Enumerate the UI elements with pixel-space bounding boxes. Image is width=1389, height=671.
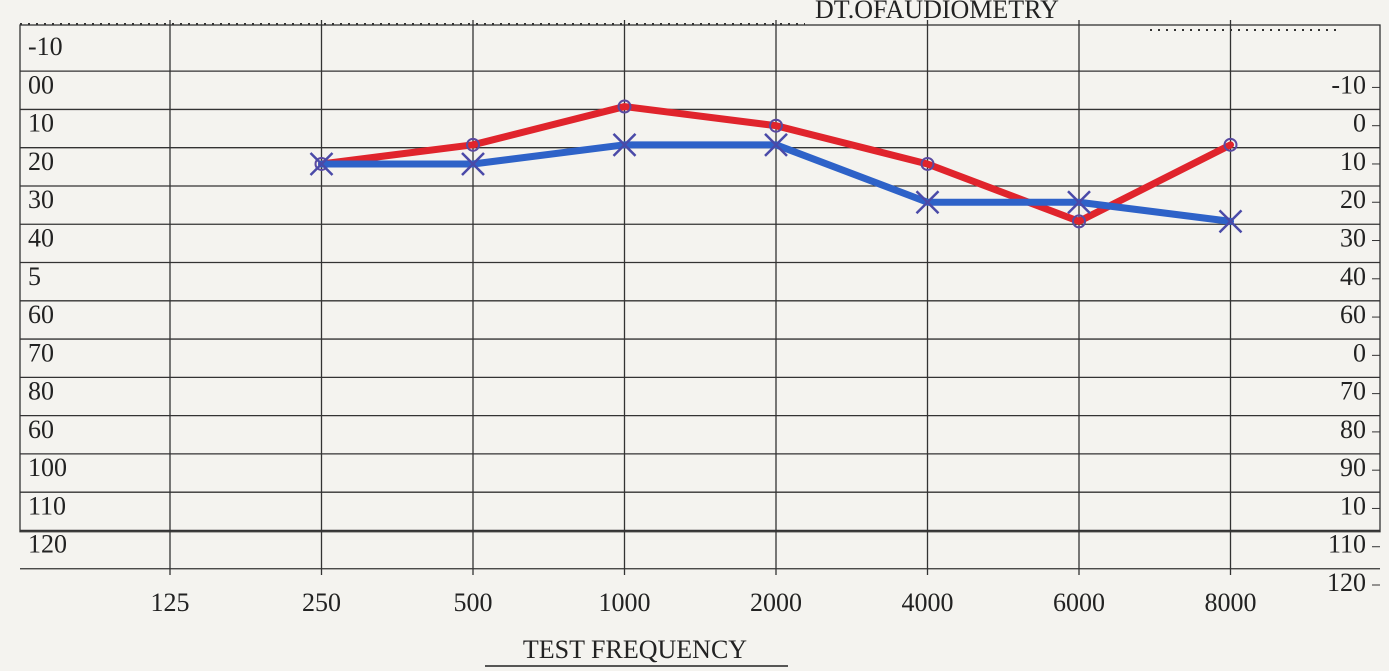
y2-tick-label: 80 <box>1340 415 1366 444</box>
y2-tick-label: 120 <box>1327 568 1366 597</box>
y2-tick-label: 10 <box>1340 491 1366 520</box>
y-tick-label: 40 <box>28 223 54 252</box>
x-tick-label: 1000 <box>599 588 651 617</box>
y2-tick-label: 40 <box>1340 262 1366 291</box>
marker-x <box>1218 209 1243 234</box>
marker-x <box>309 152 334 176</box>
x-tick-label: 500 <box>454 588 493 617</box>
series-line <box>318 103 1234 225</box>
marker-o <box>1223 137 1238 152</box>
y-tick-label: 00 <box>28 70 54 99</box>
marker-o <box>466 137 480 152</box>
marker-x <box>764 132 788 157</box>
marker-o <box>920 156 935 171</box>
x-tick-label: 125 <box>151 588 190 617</box>
marker-o <box>1072 214 1086 229</box>
y2-tick-label: 30 <box>1340 223 1366 252</box>
x-tick-label: 8000 <box>1205 588 1257 617</box>
y-tick-label: 110 <box>28 491 66 520</box>
x-tick-label: 2000 <box>750 588 802 617</box>
marker-x <box>915 190 940 215</box>
y2-tick-label: 10 <box>1340 147 1366 176</box>
marker-o <box>769 118 783 133</box>
y2-tick-label: 20 <box>1340 185 1366 214</box>
y2-tick-label: 0 <box>1353 109 1366 138</box>
y2-tick-label: 90 <box>1340 453 1366 482</box>
marker-x <box>612 132 637 157</box>
y-tick-label: 120 <box>28 530 67 559</box>
x-tick-label: 250 <box>302 588 341 617</box>
y-tick-label: 60 <box>28 415 54 444</box>
y-tick-label: 10 <box>28 109 54 138</box>
y2-tick-label: -10 <box>1331 70 1366 99</box>
y2-tick-label: 0 <box>1353 338 1366 367</box>
y2-tick-label: 70 <box>1340 377 1366 406</box>
x-tick-label: 6000 <box>1053 588 1105 617</box>
marker-x <box>1067 190 1091 215</box>
y2-tick-label: 110 <box>1328 530 1366 559</box>
marker-o <box>617 99 632 114</box>
x-axis-title: TEST FREQUENCY <box>523 635 747 664</box>
y-tick-label: 70 <box>28 338 54 367</box>
y-tick-label: 80 <box>28 377 54 406</box>
y-tick-label: 5 <box>28 262 41 291</box>
chart-title: DT.OFAUDIOMETRY <box>815 0 1059 24</box>
y2-tick-label: 60 <box>1340 300 1366 329</box>
plot-frame <box>19 24 1381 533</box>
x-tick-label: 4000 <box>902 588 954 617</box>
y-tick-label: -10 <box>28 32 63 61</box>
y-tick-label: 30 <box>28 185 54 214</box>
y-tick-label: 60 <box>28 300 54 329</box>
y-tick-label: 100 <box>28 453 67 482</box>
marker-x <box>461 152 485 176</box>
y-tick-label: 20 <box>28 147 54 176</box>
